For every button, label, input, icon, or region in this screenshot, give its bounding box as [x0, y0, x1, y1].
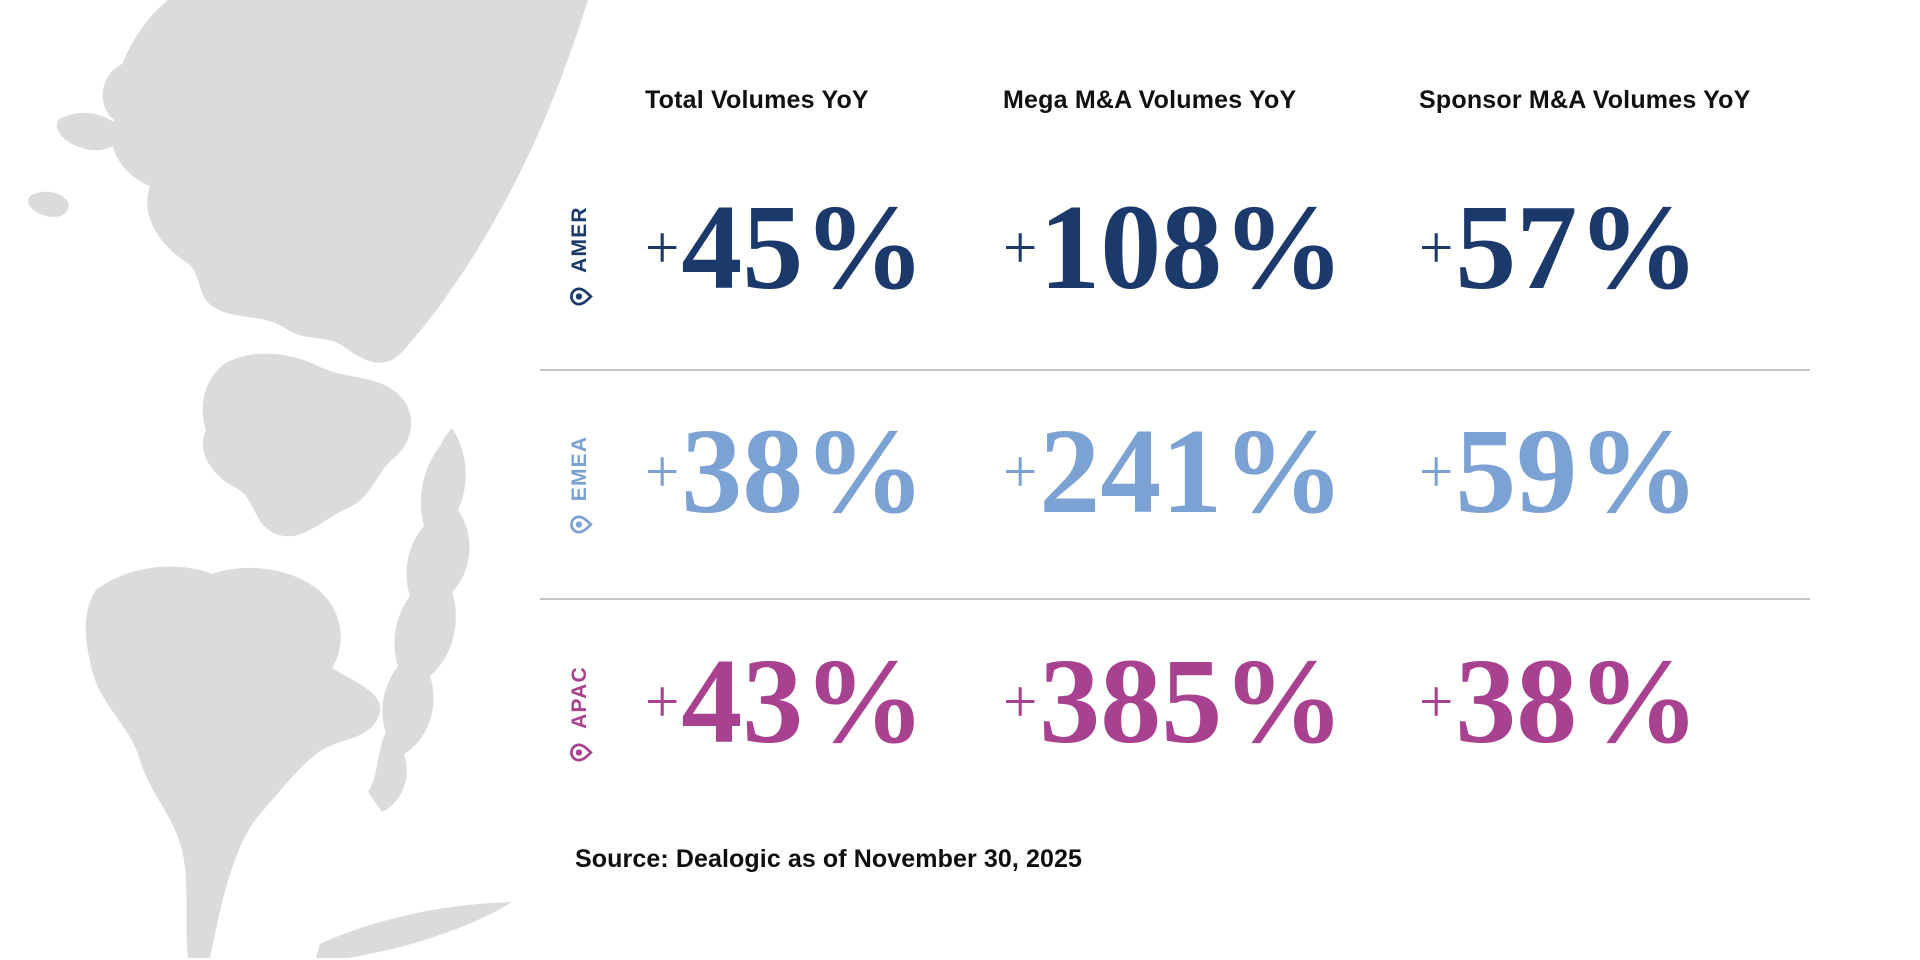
column-header-sponsor-ma-volumes: Sponsor M&A Volumes YoY: [1419, 86, 1751, 114]
value-apac-mega: +385%: [1003, 634, 1345, 769]
region-label-amer: AMER: [560, 173, 600, 343]
value-amer-mega: +108%: [1003, 180, 1345, 315]
values-row-emea: +38% +241% +59%: [645, 411, 1819, 533]
location-pin-icon: [569, 743, 593, 762]
region-label-emea: EMEA: [560, 402, 600, 572]
value-emea-sponsor: +59%: [1419, 404, 1700, 539]
region-label-text: APAC: [568, 666, 591, 729]
source-note: Source: Dealogic as of November 30, 2025: [575, 845, 1082, 873]
column-header-mega-ma-volumes: Mega M&A Volumes YoY: [1003, 86, 1297, 114]
region-label-text: AMER: [568, 206, 591, 273]
value-amer-total: +45%: [645, 180, 926, 315]
value-emea-total: +38%: [645, 404, 926, 539]
value-emea-mega: +241%: [1003, 404, 1345, 539]
region-label-text: EMEA: [568, 435, 591, 502]
location-pin-icon: [569, 515, 593, 534]
column-header-total-volumes: Total Volumes YoY: [645, 86, 869, 114]
values-row-amer: +45% +108% +57%: [645, 187, 1819, 309]
values-row-apac: +43% +385% +38%: [645, 641, 1819, 763]
globe-map-silhouette: [28, 0, 588, 958]
location-pin-icon: [569, 287, 593, 306]
value-apac-total: +43%: [645, 634, 926, 769]
value-apac-sponsor: +38%: [1419, 634, 1700, 769]
row-divider: [540, 598, 1810, 600]
row-divider: [540, 369, 1810, 371]
region-label-apac: APAC: [560, 631, 600, 801]
value-amer-sponsor: +57%: [1419, 180, 1700, 315]
